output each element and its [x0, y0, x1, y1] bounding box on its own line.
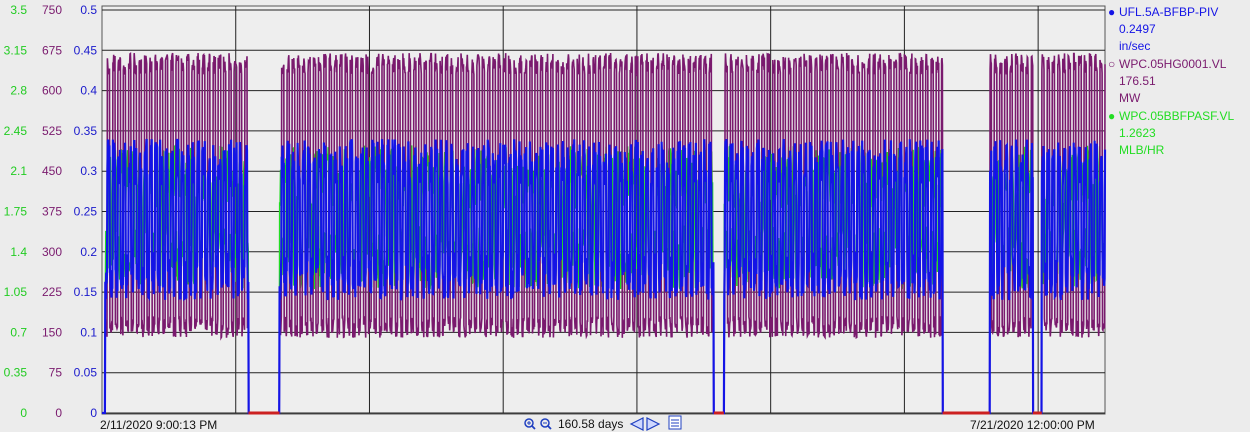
legend-series-unit: MW	[1119, 91, 1141, 105]
y-tick-label: 0.1	[80, 325, 97, 339]
y-tick-label: 1.05	[4, 285, 28, 299]
y-tick-label: 750	[42, 3, 62, 17]
arrow-right-icon[interactable]	[646, 417, 661, 431]
y-tick-label: 675	[42, 43, 62, 57]
legend-series-name: UFL.5A-BFBP-PIV	[1119, 5, 1218, 19]
refresh-icon[interactable]	[668, 415, 682, 430]
y-tick-label: 375	[42, 205, 62, 219]
arrow-left-icon[interactable]	[629, 417, 644, 431]
legend: ● UFL.5A-BFBP-PIV 0.2497 in/sec ○ WPC.05HG000…	[1108, 5, 1234, 157]
y-tick-label: 75	[49, 366, 63, 380]
y-tick-label: 3.15	[4, 43, 28, 57]
y-tick-label: 0.45	[74, 43, 98, 57]
legend-series-unit: MLB/HR	[1119, 143, 1165, 157]
y-tick-label: 0.7	[10, 325, 27, 339]
y-tick-label: 225	[42, 285, 62, 299]
legend-series-name: WPC.05BBFPASF.VL	[1119, 109, 1234, 123]
y-tick-label: 0.35	[74, 124, 98, 138]
y-tick-label: 0.2	[80, 245, 97, 259]
series-layer	[102, 52, 1107, 415]
y-tick-label: 450	[42, 164, 62, 178]
footer: 2/11/2020 9:00:13 PM 160.58 days 7/21/20…	[100, 415, 1095, 432]
y-tick-label: 150	[42, 325, 62, 339]
y-tick-label: 2.45	[4, 124, 28, 138]
y-tick-label: 0.5	[80, 3, 97, 17]
x-axis-end-label: 7/21/2020 12:00:00 PM	[970, 418, 1095, 432]
legend-series-name: WPC.05HG0001.VL	[1119, 57, 1227, 71]
legend-series-unit: in/sec	[1119, 39, 1150, 53]
y-tick-label: 0	[20, 406, 27, 420]
y-tick-label: 0.4	[80, 84, 97, 98]
y-tick-label: 525	[42, 124, 62, 138]
y-tick-label: 0	[55, 406, 62, 420]
y-tick-label: 1.4	[10, 245, 27, 259]
y-tick-label: 0.15	[74, 285, 98, 299]
y-tick-label: 0.3	[80, 164, 97, 178]
legend-series-value: 1.2623	[1119, 126, 1156, 140]
zoom-in-icon[interactable]	[524, 418, 536, 430]
legend-marker: ○	[1108, 57, 1115, 71]
legend-marker: ●	[1108, 109, 1115, 123]
time-span-label: 160.58 days	[558, 417, 623, 431]
y-tick-label: 3.5	[10, 3, 27, 17]
legend-marker: ●	[1108, 5, 1115, 19]
y-tick-label: 1.75	[4, 205, 28, 219]
y-tick-label: 0.35	[4, 366, 28, 380]
legend-series-value: 176.51	[1119, 74, 1156, 88]
y-axes: 0 0.35 0.7 1.05 1.4 1.75 2.1 2.45 2.8 3.15 3.5 0 75 1…	[4, 3, 98, 420]
legend-series-value: 0.2497	[1119, 22, 1156, 36]
x-axis-start-label: 2/11/2020 9:00:13 PM	[100, 418, 217, 432]
y-tick-label: 0.25	[74, 205, 98, 219]
zoom-out-icon[interactable]	[540, 418, 552, 430]
y-tick-label: 0	[90, 406, 97, 420]
y-tick-label: 0.05	[74, 366, 98, 380]
y-tick-label: 600	[42, 84, 62, 98]
y-tick-label: 300	[42, 245, 62, 259]
y-tick-label: 2.8	[10, 84, 27, 98]
y-tick-label: 2.1	[10, 164, 27, 178]
